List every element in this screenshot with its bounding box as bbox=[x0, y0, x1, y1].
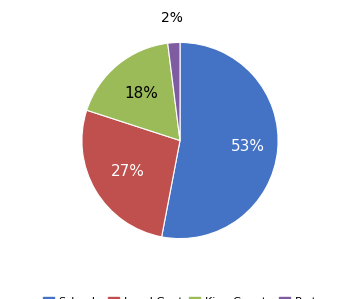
Wedge shape bbox=[87, 43, 180, 141]
Wedge shape bbox=[162, 42, 278, 239]
Text: 2%: 2% bbox=[161, 11, 183, 25]
Legend: Schools, Local Govt, King County, Port: Schools, Local Govt, King County, Port bbox=[39, 292, 321, 299]
Text: 53%: 53% bbox=[231, 140, 265, 155]
Wedge shape bbox=[168, 42, 180, 141]
Wedge shape bbox=[82, 110, 180, 237]
Text: 18%: 18% bbox=[124, 86, 158, 101]
Text: 27%: 27% bbox=[111, 164, 145, 179]
